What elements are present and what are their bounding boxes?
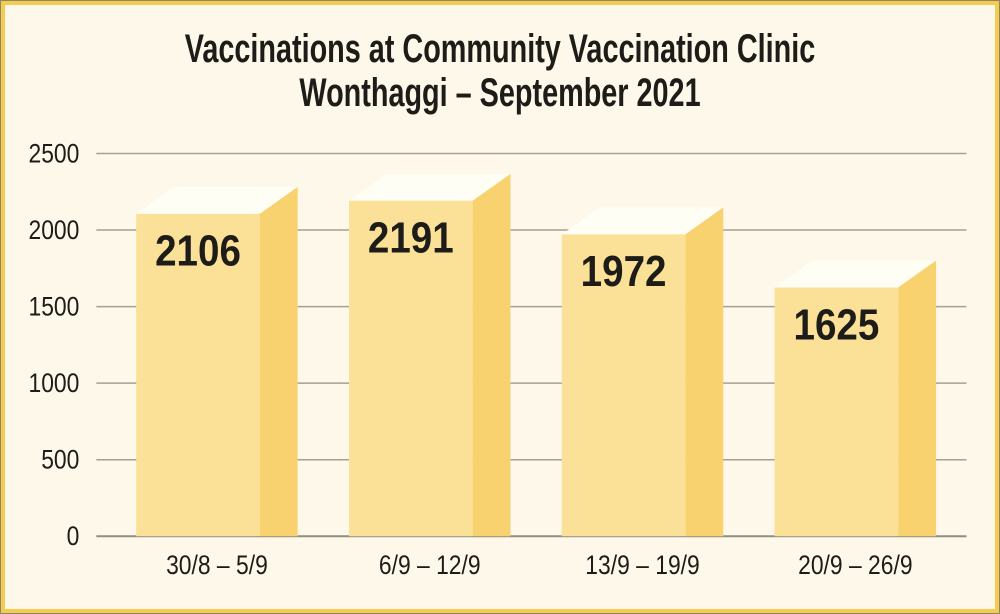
bar-side-face (898, 260, 937, 537)
bar-value-label: 2191 (368, 213, 454, 262)
bar-value-label-text: 2106 (155, 226, 241, 275)
chart-title: Vaccinations at Community Vaccination Cl… (1, 27, 999, 115)
y-axis-tick-2500: 2500 (28, 139, 79, 169)
bar-side-face (472, 173, 511, 537)
x-axis-label: 6/9 – 12/9 (379, 550, 481, 580)
bar-value-label-text: 1625 (793, 300, 879, 349)
bar-top-face (774, 260, 937, 288)
bar-side-face (685, 207, 724, 537)
bar-value-label: 2106 (155, 226, 241, 275)
bar-top-face (348, 173, 511, 201)
y-axis-tick-2000: 2000 (28, 215, 79, 245)
y-axis-tick-500-text: 500 (41, 445, 79, 475)
chart-title-line-2: Wonthaggi – September 2021 (299, 71, 701, 115)
x-axis-label: 30/8 – 5/9 (166, 550, 268, 580)
x-axis-label-text: 20/9 – 26/9 (798, 550, 912, 580)
y-axis-tick-1500-text: 1500 (28, 292, 79, 322)
y-axis-tick-500: 500 (41, 445, 79, 475)
bar-top-face (561, 207, 724, 235)
x-axis-label-text: 6/9 – 12/9 (379, 550, 481, 580)
y-axis-tick-1000: 1000 (28, 368, 79, 398)
chart-title-line-1: Vaccinations at Community Vaccination Cl… (184, 27, 816, 71)
y-axis-tick-0: 0 (67, 522, 80, 552)
bar-side-face (259, 186, 298, 537)
y-axis-tick-1500: 1500 (28, 292, 79, 322)
y-axis-tick-2000-text: 2000 (28, 215, 79, 245)
bar-value-label-text: 2191 (368, 213, 454, 262)
bar-front-face (136, 213, 260, 537)
bar-front-face (774, 287, 899, 537)
x-axis-label-text: 13/9 – 19/9 (585, 550, 699, 580)
x-axis-label: 20/9 – 26/9 (798, 550, 912, 580)
y-axis-tick-1000-text: 1000 (28, 368, 79, 398)
bar-value-label: 1625 (793, 300, 879, 349)
bar-value-label: 1972 (581, 247, 667, 296)
bar-front-face (348, 200, 473, 537)
bar-top-face (136, 186, 298, 214)
bar-value-label-text: 1972 (581, 247, 667, 296)
y-axis-tick-0-text: 0 (67, 522, 80, 552)
x-axis-label: 13/9 – 19/9 (585, 550, 699, 580)
x-axis-label-text: 30/8 – 5/9 (166, 550, 268, 580)
y-axis-tick-2500-text: 2500 (28, 139, 79, 169)
bar-front-face (561, 234, 686, 537)
